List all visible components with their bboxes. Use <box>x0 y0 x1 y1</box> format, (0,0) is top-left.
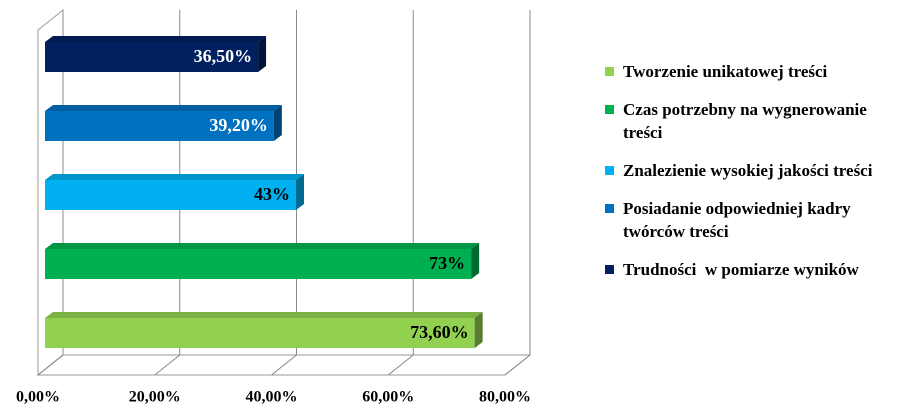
bar-end <box>296 174 305 210</box>
bar-top <box>45 312 483 318</box>
legend-item: Znalezienie wysokiej jakości treści <box>605 159 895 182</box>
legend-label: Czas potrzebny na wygnerowanie treści <box>623 100 872 142</box>
bar <box>45 42 259 72</box>
bar <box>45 249 472 279</box>
legend-item: Czas potrzebny na wygnerowanie treści <box>605 98 895 144</box>
bar-top <box>45 243 480 249</box>
bar <box>45 180 297 210</box>
bar-end <box>471 243 480 279</box>
legend-item: Trudności w pomiarze wyników <box>605 258 895 281</box>
bar <box>45 111 274 141</box>
x-tick-label: 80,00% <box>479 389 531 406</box>
x-tick-label: 40,00% <box>246 389 298 406</box>
legend-swatch <box>605 204 614 213</box>
bar-end <box>258 36 267 72</box>
legend-item: Posiadanie odpowiedniej kadry twórców tr… <box>605 197 895 243</box>
legend-item: Tworzenie unikatowej treści <box>605 60 895 83</box>
legend-swatch <box>605 105 614 114</box>
data-label: 73,60% <box>410 322 469 342</box>
bar-end <box>474 312 483 348</box>
plot: 0,00% 20,00% 40,00% 60,00% 80,00% 73,60% 73% 43… <box>16 8 532 406</box>
data-label: 36,50% <box>194 46 253 66</box>
legend-label: Trudności w pomiarze wyników <box>623 260 859 279</box>
legend: Tworzenie unikatowej treści Czas potrzebn… <box>605 60 895 296</box>
legend-swatch <box>605 265 614 274</box>
bar <box>45 318 475 348</box>
floor-grid-line <box>271 354 297 376</box>
floor-grid-line <box>154 354 181 376</box>
x-tick-label: 60,00% <box>362 389 414 406</box>
floor-grid-line <box>37 354 64 376</box>
bar-top <box>45 36 267 42</box>
data-label: 43% <box>254 184 290 204</box>
legend-label: Posiadanie odpowiedniej kadry twórców tr… <box>623 199 855 241</box>
data-label: 39,20% <box>209 115 268 135</box>
legend-swatch <box>605 166 614 175</box>
legend-label: Tworzenie unikatowej treści <box>623 62 828 81</box>
bar-top <box>45 105 282 111</box>
data-label: 73% <box>429 253 465 273</box>
x-tick-label: 20,00% <box>129 389 181 406</box>
bar-top <box>45 174 305 180</box>
legend-label: Znalezienie wysokiej jakości treści <box>623 161 873 180</box>
floor-grid-line <box>387 354 414 376</box>
legend-swatch <box>605 67 614 76</box>
floor-grid-line <box>504 354 531 376</box>
bar-end <box>273 105 282 141</box>
x-tick-label: 0,00% <box>16 389 60 406</box>
